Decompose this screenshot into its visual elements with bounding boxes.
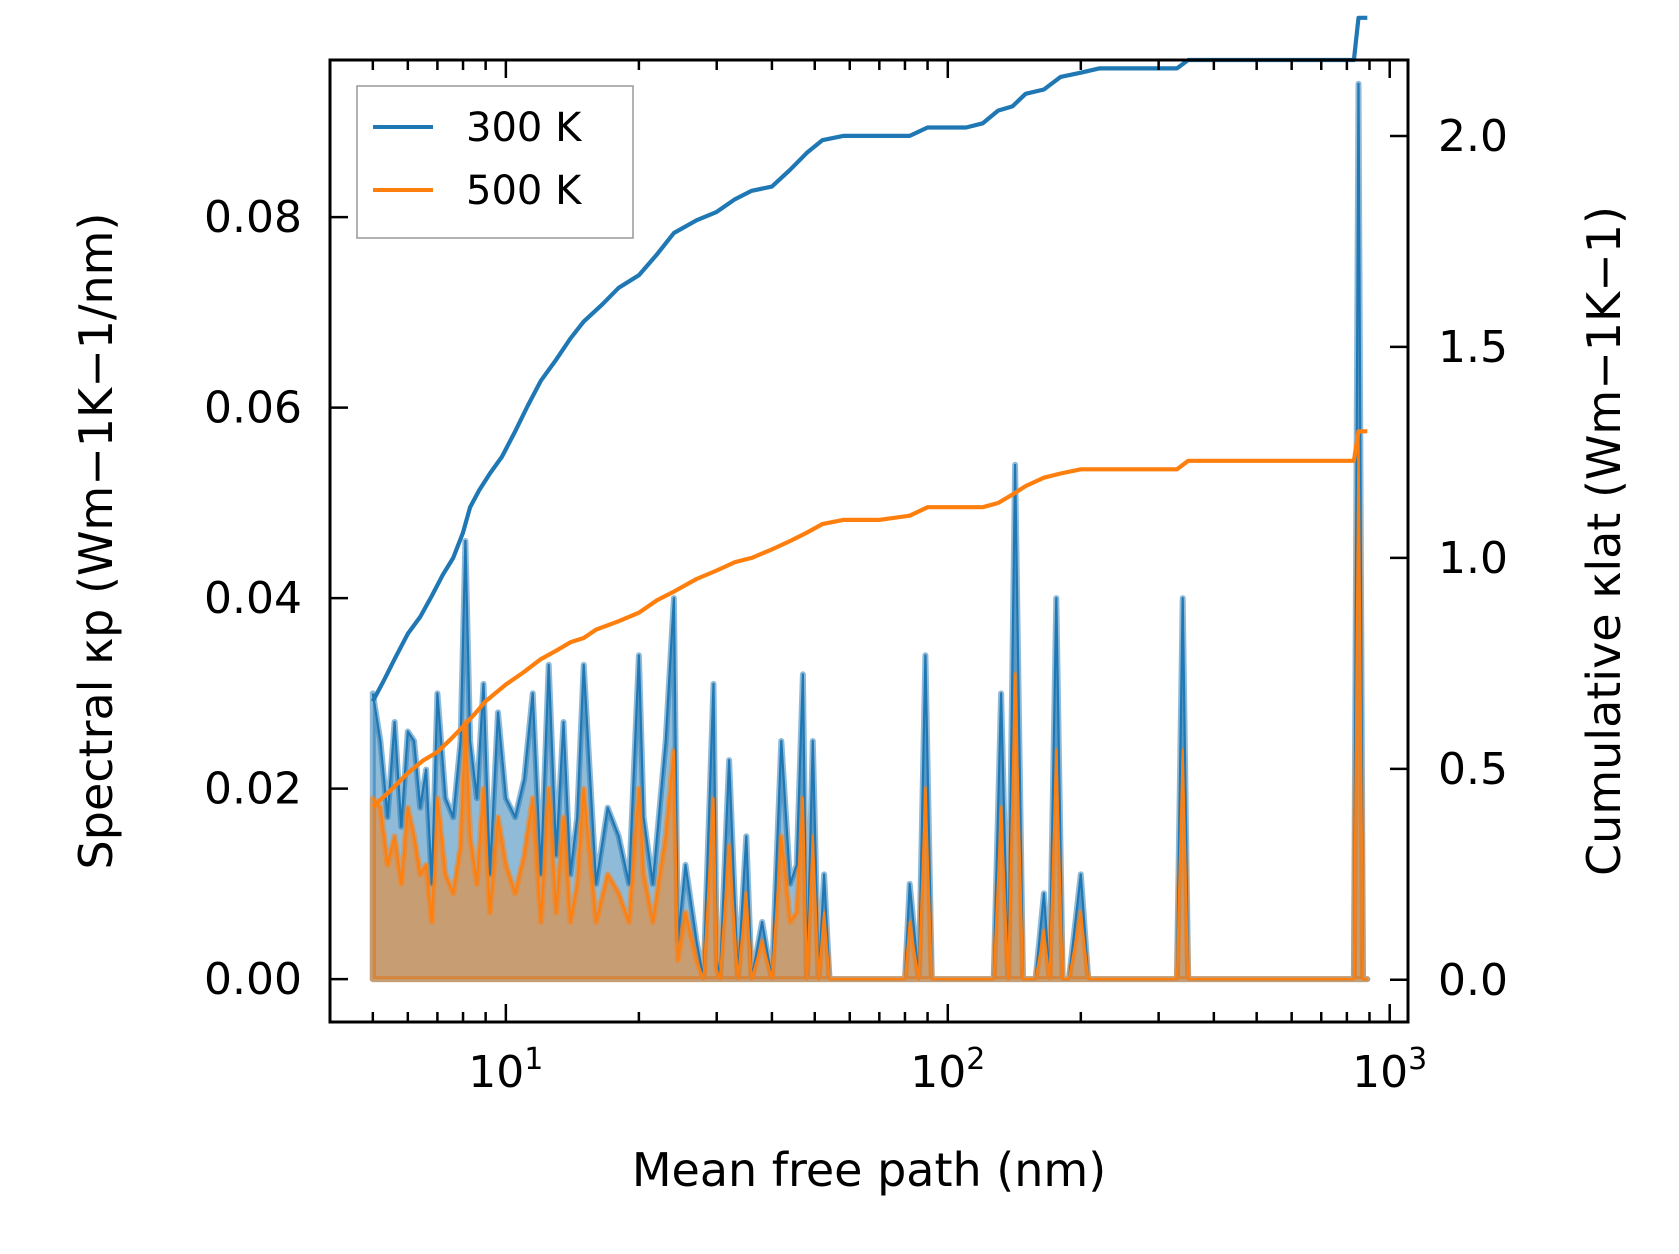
- y-left-tick-label: 0.00: [204, 954, 302, 1005]
- cumulative-line-300k: [370, 15, 1368, 703]
- spectral-area-500k: [369, 433, 1371, 983]
- y-left-tick-label: 0.04: [204, 573, 302, 624]
- y-right-tick-label: 0.0: [1438, 955, 1508, 1006]
- legend: 300 K 500 K: [356, 85, 634, 239]
- x-tick-label: 101: [468, 1042, 543, 1098]
- y-axis-left-label: Spectral κp (Wm−1K−1/nm): [69, 213, 123, 870]
- x-tick-label: 102: [910, 1042, 985, 1098]
- line-layer: [370, 15, 1368, 981]
- y-right-tick-label: 2.0: [1438, 111, 1508, 162]
- spectral-line-300k: [371, 82, 1368, 981]
- tick-layer: [328, 60, 1408, 1022]
- y-axis-right-label: Cumulative κlat (Wm−1K−1): [1577, 206, 1631, 876]
- tick-label-layer: 101 102 103 0.00 0.02 0.04 0.06 0.08 0.0 0.5 1.0 1.…: [204, 111, 1508, 1098]
- y-right-tick-label: 1.0: [1438, 533, 1508, 584]
- y-right-tick-label: 1.5: [1438, 322, 1508, 373]
- y-right-tick-label: 0.5: [1438, 744, 1508, 795]
- legend-label-300k: 300 K: [466, 105, 583, 151]
- x-axis-label: Mean free path (nm): [632, 1143, 1106, 1197]
- y-left-tick-label: 0.02: [204, 764, 302, 815]
- y-left-tick-label: 0.06: [204, 383, 302, 434]
- cumulative-line-500k: [371, 429, 1368, 809]
- y-left-tick-label: 0.08: [204, 192, 302, 243]
- legend-label-500k: 500 K: [466, 168, 583, 214]
- legend-frame: [356, 85, 634, 239]
- spectral-line-500k: [371, 435, 1368, 981]
- x-tick-label: 103: [1352, 1042, 1427, 1098]
- plot-frame: [328, 58, 1410, 1024]
